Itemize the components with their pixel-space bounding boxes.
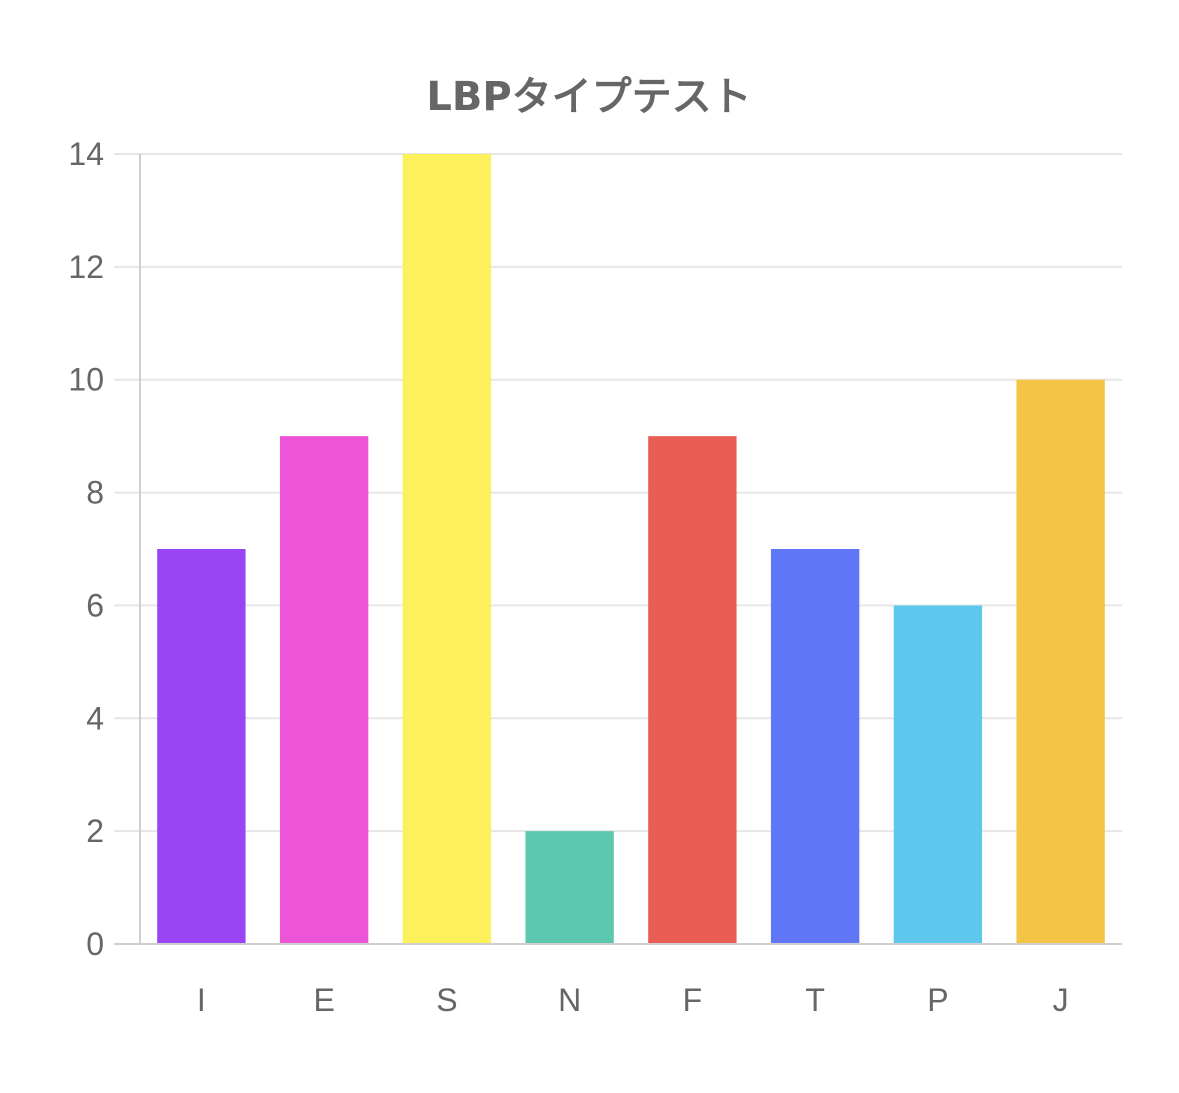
y-tick-label: 8 [86,475,104,511]
bar-S [402,154,492,944]
x-tick-label: P [927,982,948,1018]
x-tick-label: I [197,982,206,1018]
y-tick-label: 4 [86,700,104,736]
y-tick-label: 10 [68,362,104,398]
chart-title: LBPタイプテスト [426,74,751,120]
y-tick-label: 14 [68,136,104,172]
y-axis-ticks: 0 2 4 6 8 10 12 14 [68,136,104,962]
x-tick-label: N [558,982,581,1018]
bars [157,154,1105,944]
bar-F [648,436,737,944]
axes [114,154,1122,945]
bar-J [1016,379,1105,944]
x-tick-label: S [436,982,457,1018]
x-tick-label: J [1053,982,1069,1018]
bar-T [770,549,860,944]
y-tick-label: 12 [68,249,104,285]
y-tick-label: 0 [86,926,104,962]
bar-P [893,605,983,944]
x-tick-label: T [805,982,825,1018]
y-tick-label: 6 [86,587,104,623]
y-tick-label: 2 [86,813,104,849]
bar-I [157,549,246,944]
bar-N [525,831,614,944]
bar-E [279,436,369,944]
x-tick-label: E [313,982,334,1018]
x-tick-label: F [683,982,703,1018]
